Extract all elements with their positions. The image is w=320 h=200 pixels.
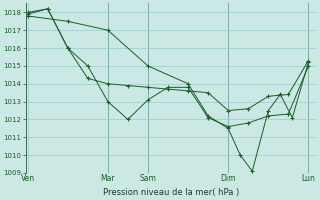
- X-axis label: Pression niveau de la mer( hPa ): Pression niveau de la mer( hPa ): [103, 188, 239, 197]
